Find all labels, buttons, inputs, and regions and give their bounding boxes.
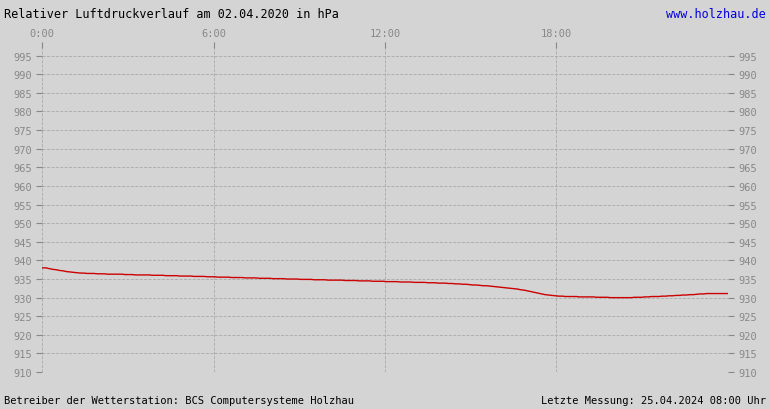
Text: Letzte Messung: 25.04.2024 08:00 Uhr: Letzte Messung: 25.04.2024 08:00 Uhr bbox=[541, 395, 766, 405]
Text: www.holzhau.de: www.holzhau.de bbox=[666, 8, 766, 21]
Text: Betreiber der Wetterstation: BCS Computersysteme Holzhau: Betreiber der Wetterstation: BCS Compute… bbox=[4, 395, 354, 405]
Text: Relativer Luftdruckverlauf am 02.04.2020 in hPa: Relativer Luftdruckverlauf am 02.04.2020… bbox=[4, 8, 339, 21]
